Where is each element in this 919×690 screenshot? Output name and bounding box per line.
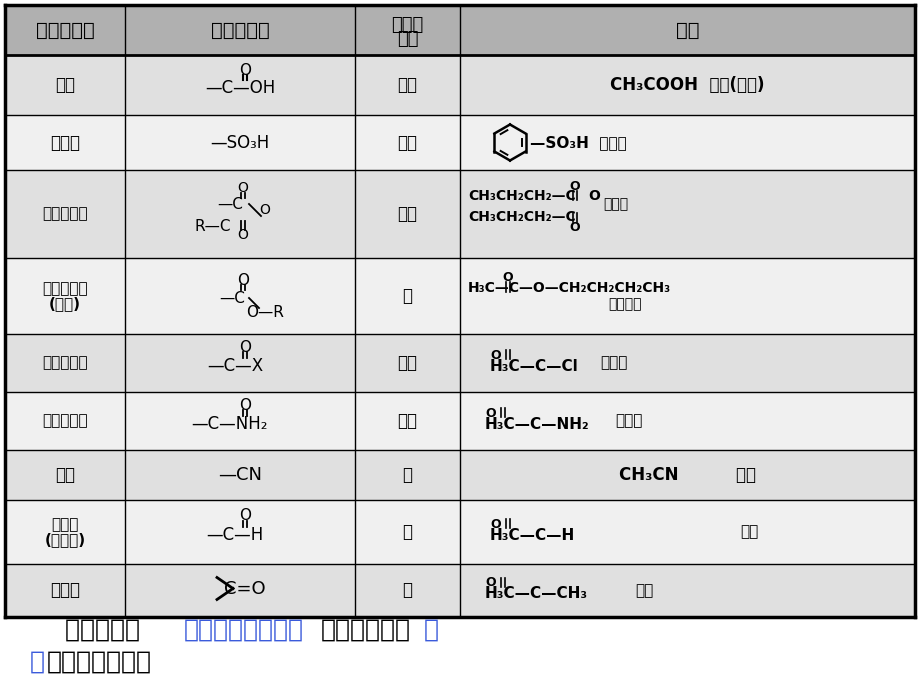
Text: O: O xyxy=(237,228,248,242)
Text: O: O xyxy=(259,203,270,217)
Text: 腈: 腈 xyxy=(403,466,412,484)
Text: —C—H: —C—H xyxy=(206,526,264,544)
Text: —SO₃H: —SO₃H xyxy=(210,133,269,152)
Text: O: O xyxy=(239,339,251,355)
Text: CH₃CH₂CH₂—C: CH₃CH₂CH₂—C xyxy=(468,210,575,224)
Text: —C: —C xyxy=(217,197,243,212)
Bar xyxy=(5,500,914,564)
Text: R—C: R—C xyxy=(195,219,231,233)
Bar xyxy=(5,170,914,258)
Bar xyxy=(5,450,914,500)
Text: 酰卤: 酰卤 xyxy=(397,354,417,372)
Text: O—R: O—R xyxy=(245,304,284,319)
Text: 乙醛: 乙醛 xyxy=(739,524,757,540)
Text: H₃C—C—CH₃: H₃C—C—CH₃ xyxy=(484,586,587,601)
Text: CH₃CN          乙腈: CH₃CN 乙腈 xyxy=(618,466,755,484)
Text: 羧酸: 羧酸 xyxy=(397,76,417,94)
Text: 牢: 牢 xyxy=(30,650,45,674)
Text: O: O xyxy=(569,179,580,193)
Text: H₃C—C—Cl: H₃C—C—Cl xyxy=(490,359,578,373)
Text: O: O xyxy=(490,348,500,362)
Text: 实例: 实例 xyxy=(675,21,698,39)
Text: 乙酸丁酯: 乙酸丁酯 xyxy=(607,297,641,311)
Bar xyxy=(5,55,914,115)
Bar xyxy=(5,564,914,617)
Text: —C—X: —C—X xyxy=(207,357,263,375)
Bar xyxy=(5,258,914,334)
Text: —C—OH: —C—OH xyxy=(205,79,275,97)
Text: 羧基: 羧基 xyxy=(55,76,75,94)
Text: 官能团优先顺序表: 官能团优先顺序表 xyxy=(184,618,303,642)
Text: —C: —C xyxy=(219,290,244,306)
Text: 官能团结构: 官能团结构 xyxy=(210,21,269,39)
Text: 命名时要用到。: 命名时要用到。 xyxy=(47,650,152,674)
Text: O: O xyxy=(569,221,580,233)
Text: 氰基: 氰基 xyxy=(55,466,75,484)
Text: CH₃CH₂CH₂—C: CH₃CH₂CH₂—C xyxy=(468,189,575,203)
Text: O: O xyxy=(484,576,495,589)
Text: (甲酰基): (甲酰基) xyxy=(44,533,85,547)
Text: CH₃COOH  乙酸(醋酸): CH₃COOH 乙酸(醋酸) xyxy=(609,76,764,94)
Text: 磺酸基: 磺酸基 xyxy=(50,133,80,152)
Text: 化合物: 化合物 xyxy=(391,16,423,34)
Text: O: O xyxy=(587,189,599,203)
Text: 丙酮: 丙酮 xyxy=(634,583,652,598)
Bar xyxy=(5,5,914,55)
Text: 乙酰氯: 乙酰氯 xyxy=(599,355,627,371)
Text: (酯基): (酯基) xyxy=(49,297,81,311)
Text: 酰胺: 酰胺 xyxy=(397,412,417,430)
Text: 酯: 酯 xyxy=(403,287,412,305)
Text: 丁酸酐: 丁酸酐 xyxy=(602,197,628,211)
Text: 醛羰基: 醛羰基 xyxy=(51,518,79,533)
Text: H₃C—C—O—CH₂CH₂CH₂CH₃: H₃C—C—O—CH₂CH₂CH₂CH₃ xyxy=(468,281,670,295)
Text: C=O: C=O xyxy=(224,580,266,598)
Bar xyxy=(5,334,914,392)
Text: 醛: 醛 xyxy=(403,523,412,541)
Text: 卤代甲酰基: 卤代甲酰基 xyxy=(42,355,87,371)
Text: O: O xyxy=(490,518,500,531)
Text: 磺酸: 磺酸 xyxy=(397,133,417,152)
Text: 氨基甲酰基: 氨基甲酰基 xyxy=(42,413,87,428)
Text: 记: 记 xyxy=(423,618,437,642)
Text: 酰氧甲酰基: 酰氧甲酰基 xyxy=(42,206,87,221)
Text: 官能团名称: 官能团名称 xyxy=(36,21,95,39)
Bar xyxy=(5,115,914,170)
Text: H₃C—C—H: H₃C—C—H xyxy=(490,527,574,542)
Text: O: O xyxy=(237,181,248,195)
Text: O: O xyxy=(239,397,251,413)
Text: H₃C—C—NH₂: H₃C—C—NH₂ xyxy=(484,417,589,431)
Text: O: O xyxy=(484,406,495,420)
Text: —CN: —CN xyxy=(218,466,262,484)
Text: 乙酰胺: 乙酰胺 xyxy=(614,413,641,428)
Text: 烷氧基羰基: 烷氧基羰基 xyxy=(42,282,87,297)
Text: O: O xyxy=(239,509,251,524)
Text: 酮: 酮 xyxy=(403,582,412,600)
Text: O: O xyxy=(237,273,249,288)
Text: —C—NH₂: —C—NH₂ xyxy=(191,415,268,433)
Text: ，它的顺序要: ，它的顺序要 xyxy=(321,618,410,642)
Text: 类名: 类名 xyxy=(396,30,418,48)
Text: 这个表又称: 这个表又称 xyxy=(30,618,140,642)
Text: O: O xyxy=(239,63,251,77)
Text: 酸酐: 酸酐 xyxy=(397,205,417,223)
Bar xyxy=(5,392,914,450)
Text: 酮羰基: 酮羰基 xyxy=(50,582,80,600)
Text: O: O xyxy=(502,270,513,284)
Text: —SO₃H  苯磺酸: —SO₃H 苯磺酸 xyxy=(529,135,626,150)
